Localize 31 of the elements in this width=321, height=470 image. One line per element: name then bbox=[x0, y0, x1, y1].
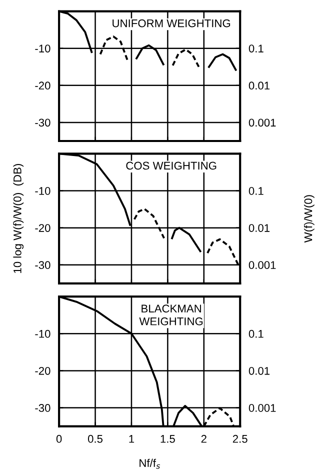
x-tick-label: 2 bbox=[201, 434, 206, 443]
y2-tick-label: 0.1 bbox=[248, 330, 264, 338]
y2-tick-label: 0.01 bbox=[248, 224, 270, 232]
x-tick-label: 2.5 bbox=[232, 434, 248, 443]
y-tick-label: -10 bbox=[35, 187, 50, 195]
y-axis-title: 10 log W(f)/W(0) (DB) bbox=[13, 164, 24, 273]
y-tick-label: -20 bbox=[35, 82, 50, 90]
y2-axis-title: W(f)/W(0) bbox=[304, 195, 314, 243]
x-tick-label: 0.5 bbox=[88, 434, 103, 443]
text: UNIFORM WEIGHTING bbox=[112, 19, 230, 28]
y-tick-label: -30 bbox=[35, 261, 50, 270]
text: COS WEIGHTING bbox=[126, 162, 216, 170]
y-tick-label: -10 bbox=[35, 330, 50, 338]
y-tick-label: -10 bbox=[35, 44, 50, 52]
y2-tick-label: 0.1 bbox=[248, 187, 264, 195]
y2-tick-label: 0.1 bbox=[248, 44, 264, 52]
y-tick-label: -30 bbox=[35, 118, 50, 127]
x-tick-label: 1 bbox=[129, 435, 134, 443]
line-series bbox=[208, 53, 237, 71]
y-tick-label: -30 bbox=[35, 404, 50, 412]
y-tick-label: -20 bbox=[35, 224, 50, 232]
y2-tick-label: 0.01 bbox=[248, 82, 270, 90]
x-axis-title: Nf/f$_{s}$ bbox=[140, 458, 160, 469]
y2-tick-label: 0.001 bbox=[248, 261, 276, 270]
y-tick-label: -20 bbox=[35, 366, 50, 375]
y2-tick-label: 0.001 bbox=[248, 118, 276, 127]
x-tick-label: 1.5 bbox=[160, 435, 175, 443]
x-tick-label: 0 bbox=[56, 434, 62, 443]
y2-tick-label: 0.001 bbox=[248, 404, 276, 412]
text: BLACKMAN WEIGHTING bbox=[139, 304, 203, 326]
y2-tick-label: 0.01 bbox=[248, 366, 270, 375]
